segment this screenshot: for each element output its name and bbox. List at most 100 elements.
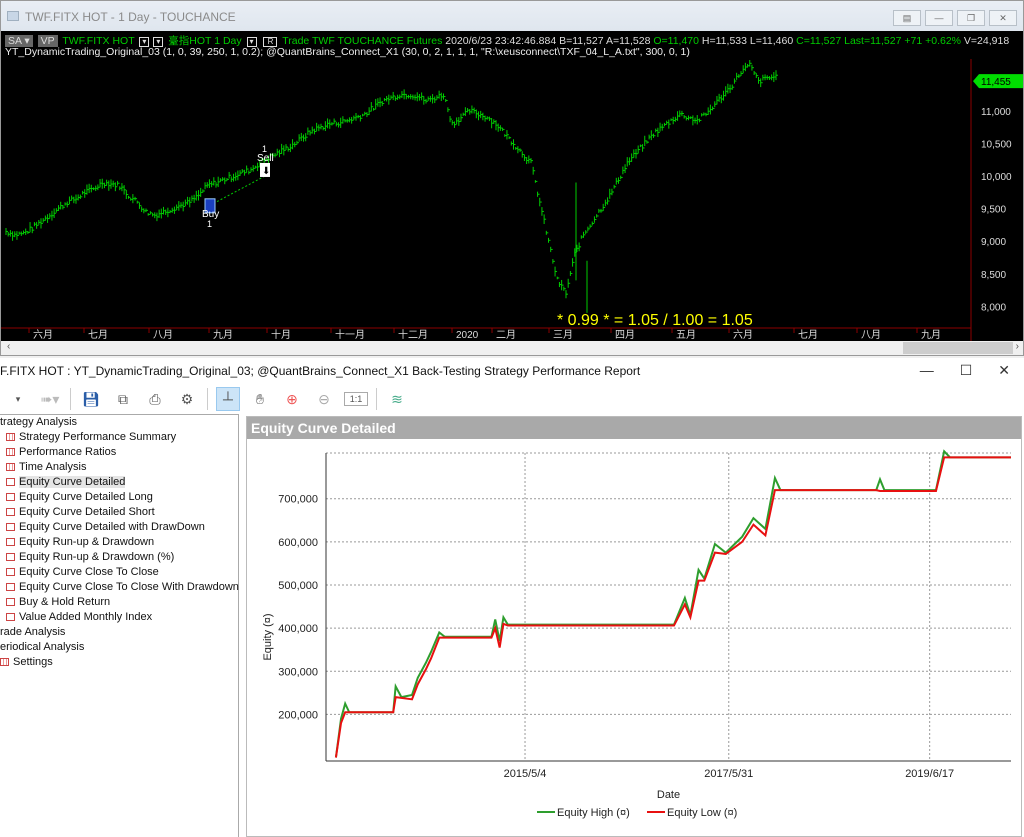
tree-item[interactable]: Buy & Hold Return [0, 595, 238, 610]
chart-style-icon[interactable]: ≋ [391, 390, 403, 407]
tree-item-label: Equity Curve Detailed Long [19, 491, 153, 503]
title-bar: TWF.FITX HOT - 1 Day - TOUCHANCE ▤ — ❐ ✕ [1, 1, 1023, 31]
tree-item[interactable]: Settings [0, 655, 238, 670]
month-label: 六月 [733, 329, 753, 341]
copy-icon[interactable]: ⧉ [118, 390, 128, 407]
chart-icon [6, 568, 15, 576]
month-label: 七月 [88, 329, 108, 341]
vp-button[interactable]: VP [37, 35, 58, 47]
tree-item-label: Value Added Monthly Index [19, 611, 153, 623]
sell-arrow-icon: ⬇ [262, 166, 270, 177]
y-tick-label: 700,000 [278, 494, 318, 506]
tree-item[interactable]: Equity Curve Close To Close With Drawdow… [0, 580, 239, 595]
tree-item[interactable]: trategy Analysis [0, 415, 238, 430]
restore-button[interactable]: ❐ [957, 10, 985, 26]
tree-item[interactable]: Equity Curve Detailed Long [0, 490, 238, 505]
separator [70, 388, 71, 410]
equity-line [334, 449, 1011, 758]
chart-icon [6, 583, 15, 591]
tree-item[interactable]: Time Analysis [0, 460, 238, 475]
minimize-button[interactable]: — [919, 362, 934, 378]
contract-type: Futures [406, 35, 443, 47]
interval-dropdown[interactable]: ▾ [246, 37, 257, 47]
minimize-button[interactable]: — [925, 10, 953, 26]
tree-item-label: Equity Curve Detailed [19, 476, 126, 488]
print-icon[interactable]: ⎙ [149, 390, 161, 407]
source: TOUCHANCE [337, 35, 404, 47]
interval: 1 Day [214, 35, 242, 47]
tree-item[interactable]: eriodical Analysis [0, 640, 238, 655]
zoom-reset-icon[interactable]: 1:1 [344, 392, 368, 406]
sa-label: SA [8, 35, 22, 47]
open: O=11,470 [653, 35, 699, 47]
table-icon [6, 448, 15, 456]
maximize-button[interactable]: ☐ [959, 362, 973, 378]
datetime: 2020/6/23 23:42:46.884 [445, 35, 557, 47]
tree-item-label: Performance Ratios [19, 446, 117, 458]
tree-item[interactable]: Strategy Performance Summary [0, 430, 238, 445]
close-button[interactable]: ✕ [998, 362, 1010, 378]
tree-item[interactable]: Equity Run-up & Drawdown (%) [0, 550, 238, 565]
month-label: 十二月 [398, 328, 428, 341]
zoom-in-icon[interactable]: ⊕ [286, 390, 298, 407]
gear-icon[interactable]: ⚙ [180, 390, 194, 407]
symbol-dropdown[interactable]: ▾ [139, 37, 150, 47]
chart-type-dropdown[interactable]: ▾ [153, 37, 164, 47]
tree-item[interactable]: Equity Curve Detailed with DrawDown [0, 520, 238, 535]
month-label: 二月 [496, 329, 516, 341]
tree-item[interactable]: Value Added Monthly Index [0, 610, 238, 625]
chart-icon [6, 613, 15, 621]
sa-button[interactable]: SA ▾ [5, 35, 33, 47]
tree-item[interactable]: rade Analysis [0, 625, 238, 640]
legend-label: Equity High (¤) [557, 807, 630, 819]
separator [207, 388, 208, 410]
buy-marker-icon [204, 198, 216, 214]
hand-icon[interactable]: ✋︎ [256, 390, 264, 407]
tree-item[interactable]: Performance Ratios [0, 445, 238, 460]
month-label: 八月 [153, 329, 173, 341]
separator [376, 388, 377, 410]
y-axis-label: Equity (¤) [262, 613, 274, 660]
legend-label: Equity Low (¤) [667, 807, 737, 819]
month-label: 八月 [861, 329, 881, 341]
r-dropdown[interactable]: R [263, 37, 278, 47]
back-dropdown-icon[interactable]: ▾ [15, 393, 21, 404]
trade-label: Trade [282, 35, 310, 47]
price-tick-label: 11,000 [981, 107, 1011, 118]
tree-item-label: rade Analysis [0, 626, 66, 638]
quote-info-line: SA ▾ VP TWF.FITX HOT ▾ ▾ 臺指HOT 1 Day ▾ R … [5, 33, 1009, 48]
month-label: 2020 [456, 330, 479, 341]
sell-label: Sell [257, 153, 274, 164]
tree-item-label: Time Analysis [19, 461, 87, 473]
change: +71 [904, 35, 923, 47]
scroll-thumb[interactable] [903, 342, 1013, 354]
analysis-tree: trategy Analysis Strategy Performance Sum… [0, 414, 239, 837]
crosshair-icon[interactable]: ┴ [216, 387, 240, 411]
tree-item[interactable]: Equity Run-up & Drawdown [0, 535, 238, 550]
equity-chart[interactable]: 200,000 300,000 400,000 500,000 600,000 700,0… [247, 439, 1021, 836]
close-button[interactable]: ✕ [989, 10, 1017, 26]
y-tick-label: 500,000 [278, 580, 318, 592]
tree-item[interactable]: Equity Curve Close To Close [0, 565, 238, 580]
tree-item[interactable]: Equity Curve Detailed Short [0, 505, 238, 520]
forward-icon[interactable]: ➠▾ [40, 390, 60, 407]
layout-button[interactable]: ▤ [893, 10, 921, 26]
y-tick-label: 200,000 [278, 709, 318, 721]
tree-item-label: Buy & Hold Return [19, 596, 111, 608]
zoom-out-icon[interactable]: ⊖ [318, 390, 330, 407]
save-icon[interactable]: 💾︎ [82, 390, 100, 407]
exchange: TWF [312, 35, 335, 47]
month-label: 六月 [33, 329, 53, 341]
scroll-left-icon[interactable]: ‹ [7, 341, 11, 352]
last: Last=11,527 [844, 35, 902, 47]
month-label: 七月 [798, 329, 818, 341]
ratio-overlay: * 0.99 * = 1.05 / 1.00 = 1.05 [557, 312, 753, 329]
buy-qty: 1 [207, 219, 212, 229]
price-tick-label: 10,000 [981, 172, 1012, 183]
price-chart[interactable]: 11,000 10,500 10,000 9,500 9,000 8,500 8,000 六月… [1, 59, 1023, 341]
horizontal-scrollbar[interactable]: ‹ › [1, 341, 1023, 355]
tree-item-label: Strategy Performance Summary [19, 431, 177, 443]
tree-item[interactable]: Equity Curve Detailed [0, 475, 238, 490]
chart-icon [6, 538, 15, 546]
scroll-right-icon[interactable]: › [1015, 341, 1019, 352]
